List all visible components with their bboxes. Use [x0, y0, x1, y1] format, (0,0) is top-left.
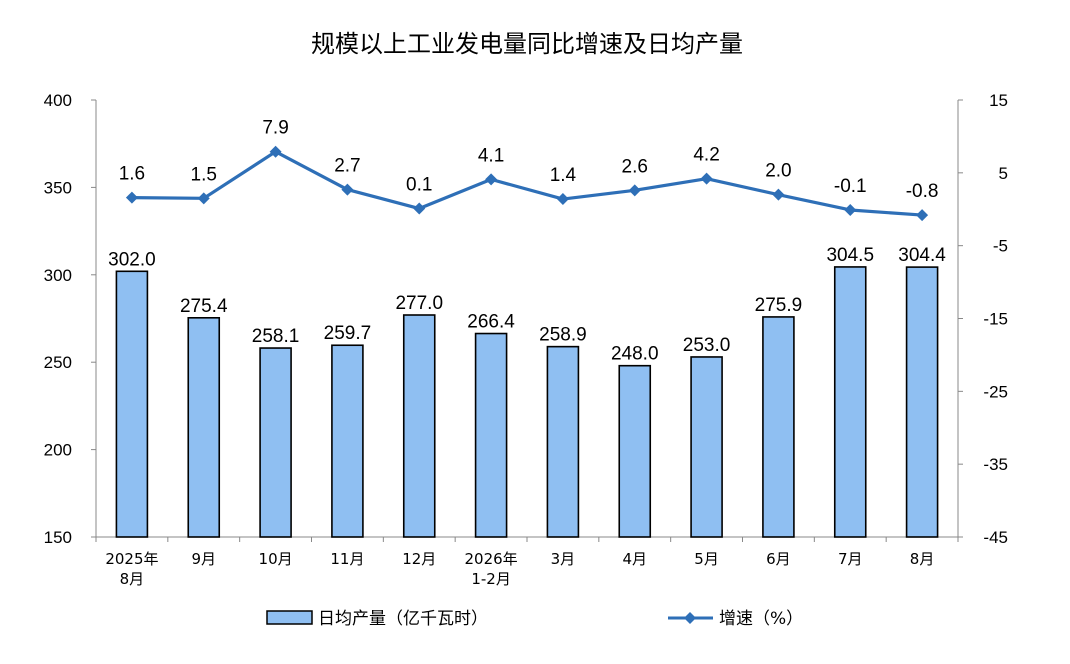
bar-data-label: 258.9	[539, 325, 587, 346]
bar-data-label: 259.7	[324, 323, 372, 344]
legend: 日均产量（亿千瓦时） 增速（%）	[266, 609, 803, 629]
bar-data-label: 253.0	[683, 335, 731, 356]
axes: 400 350 300 250 200 150 15 5 -5 -15 -25 -35 -45 2025年…	[44, 91, 1008, 588]
x-tick-label: 3月	[551, 550, 576, 568]
bar	[259, 347, 292, 538]
line-data-label: 2.0	[765, 161, 791, 182]
growth-line	[131, 150, 923, 217]
bar-data-label: 304.4	[898, 245, 946, 266]
bar-data-label: 302.0	[108, 249, 156, 270]
bar	[331, 344, 364, 538]
bar-data-label: 248.0	[611, 344, 659, 365]
chart-title: 规模以上工业发电量同比增速及日均产量	[311, 30, 743, 58]
line-point	[269, 145, 282, 158]
x-tick-label: 2026年	[464, 550, 517, 568]
x-tick-label: 7月	[838, 550, 863, 568]
line-data-label: -0.1	[834, 176, 867, 197]
bar-data-label: 275.9	[755, 295, 803, 316]
line-data-label: 2.6	[622, 156, 648, 177]
y-left-tick-label: 250	[44, 353, 72, 372]
bar-data-label: 277.0	[395, 293, 443, 314]
line-data-label: 1.4	[550, 165, 577, 186]
y-left-tick-label: 400	[44, 91, 72, 110]
x-tick-label: 10月	[259, 550, 293, 568]
line-point	[413, 202, 426, 215]
y-right-tick-label: -35	[983, 455, 1008, 474]
line-point	[844, 203, 857, 216]
line-series: 1.6 1.5 7.9 2.7 0.1 4.1 1.4 2.6 4.2 2.0 -0.1 -0.8	[119, 118, 939, 222]
bar-data-label: 258.1	[252, 326, 300, 347]
x-tick-label: 2025年	[105, 550, 158, 568]
x-tick-label: 1-2月	[471, 570, 511, 588]
bar-data-label: 304.5	[826, 245, 874, 266]
x-tick-label: 5月	[694, 550, 719, 568]
legend-bar-swatch	[266, 610, 313, 625]
x-tick-label: 12月	[402, 550, 436, 568]
bar	[905, 266, 939, 538]
y-right-tick-label: 5	[999, 164, 1008, 183]
bar-data-label: 266.4	[467, 312, 515, 333]
y-right-tick-label: -45	[983, 528, 1008, 547]
line-data-label: 4.2	[693, 145, 719, 166]
bar	[690, 356, 723, 538]
line-data-label: -0.8	[906, 181, 939, 202]
legend-line-marker	[684, 612, 696, 624]
y-right-tick-label: -5	[993, 237, 1008, 256]
line-point	[700, 172, 713, 185]
y-left-tick-label: 150	[44, 528, 72, 547]
y-right-tick-label: -15	[983, 310, 1008, 329]
x-tick-label: 11月	[330, 550, 364, 568]
legend-line-label: 增速（%）	[719, 609, 803, 629]
x-tick-label: 6月	[766, 550, 791, 568]
bar	[115, 270, 149, 538]
x-tick-label: 9月	[191, 550, 216, 568]
bar-series: 302.0 275.4 258.1 259.7 277.0 266.4 258.9 248.0…	[108, 245, 946, 538]
line-data-label: 2.7	[334, 156, 360, 177]
line-point	[772, 188, 785, 201]
bar	[474, 332, 508, 538]
line-point	[628, 184, 641, 197]
line-data-label: 7.9	[262, 118, 288, 139]
y-left-tick-label: 350	[44, 178, 72, 197]
bar	[402, 314, 436, 538]
line-point	[125, 191, 138, 204]
line-data-label: 1.5	[191, 164, 217, 185]
line-data-label: 1.6	[119, 164, 145, 185]
bar	[833, 266, 867, 538]
line-data-label: 4.1	[478, 145, 504, 166]
bar-data-label: 275.4	[180, 296, 228, 317]
x-tick-label: 8月	[910, 550, 935, 568]
y-right-tick-label: 15	[989, 91, 1008, 110]
y-left-tick-label: 200	[44, 441, 72, 460]
x-tick-label: 4月	[622, 550, 647, 568]
bar	[762, 316, 795, 538]
x-tick-label: 8月	[120, 570, 145, 588]
y-right-tick-label: -25	[983, 382, 1008, 401]
bar	[618, 364, 652, 538]
line-data-label: 0.1	[406, 175, 432, 196]
line-point	[556, 193, 569, 206]
line-point	[197, 192, 210, 205]
line-point	[485, 173, 498, 186]
bar	[187, 317, 221, 538]
y-left-tick-label: 300	[44, 266, 72, 285]
line-point	[916, 209, 929, 222]
bar	[546, 345, 580, 538]
line-point	[341, 183, 354, 196]
legend-bar-label: 日均产量（亿千瓦时）	[318, 609, 488, 629]
